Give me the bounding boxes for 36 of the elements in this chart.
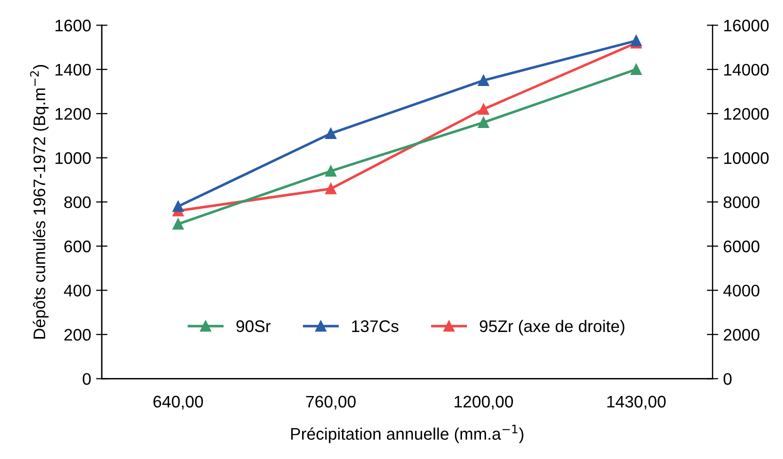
y-axis-title: Dépôts cumulés 1967-1972 (Bq.m$^{−2}$) [30, 65, 49, 339]
y2-tick-label: 2000 [724, 328, 760, 341]
y2-tick-label: 0 [724, 373, 732, 385]
y-tick-label: 800 [64, 196, 91, 208]
y2-tick-label: 12000 [724, 108, 769, 120]
point [478, 116, 490, 128]
y-tick-label: 1000 [56, 152, 91, 164]
point [630, 64, 642, 75]
x-tick-label: 1430,00 [607, 396, 666, 410]
y-tick-label: 1400 [56, 64, 91, 76]
y-tick-label: 1200 [56, 108, 91, 120]
x-axis-title: Précipitation annuelle (mm.a$^{−1}$) [291, 424, 524, 444]
legend-label: 137Cs [352, 320, 398, 332]
point [325, 183, 336, 194]
legend-label: 90Sr [236, 320, 271, 332]
y2-tick-label: 4000 [723, 284, 760, 297]
y2-tick-label: 16000 [724, 20, 769, 32]
x-tick-label: 640,00 [153, 396, 203, 410]
y2-tick-label: 8000 [724, 196, 760, 208]
y-tick-label: 400 [64, 284, 91, 297]
y-tick-label: 0 [82, 373, 91, 385]
y2-tick-label: 10000 [724, 152, 769, 164]
point [325, 128, 336, 140]
y2-tick-label: 6000 [724, 240, 760, 252]
point [478, 74, 490, 86]
point [478, 104, 490, 115]
y-tick-label: 200 [64, 328, 91, 341]
point [172, 218, 184, 230]
x-tick-label: 760,00 [306, 396, 356, 410]
point [172, 200, 184, 212]
point [325, 165, 336, 177]
y2-tick-label: 14000 [724, 64, 769, 76]
y-tick-label: 1600 [56, 20, 91, 32]
legend-label: 95Zr (axe de droite) [480, 320, 624, 336]
y-tick-label: 600 [64, 240, 91, 252]
x-tick-label: 1200,00 [454, 396, 513, 410]
